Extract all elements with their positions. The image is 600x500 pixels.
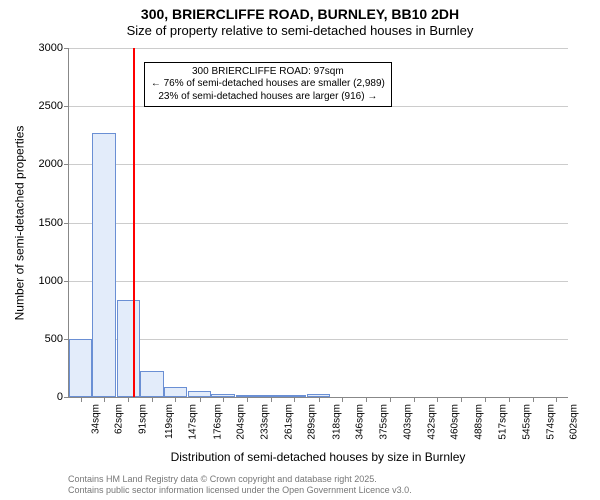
xtick-label: 574sqm bbox=[545, 404, 556, 440]
ytick-label: 0 bbox=[57, 391, 69, 403]
footer-line-1: Contains HM Land Registry data © Crown c… bbox=[68, 474, 590, 485]
xtick-label: 517sqm bbox=[497, 404, 508, 440]
histogram-bar bbox=[69, 339, 92, 397]
xtick-mark bbox=[271, 397, 272, 402]
xtick-mark bbox=[247, 397, 248, 402]
xtick-mark bbox=[509, 397, 510, 402]
xtick-label: 34sqm bbox=[90, 404, 101, 434]
xtick-label: 119sqm bbox=[164, 404, 175, 439]
xtick-label: 204sqm bbox=[235, 404, 246, 440]
xtick-mark bbox=[533, 397, 534, 402]
xtick-label: 460sqm bbox=[450, 404, 461, 440]
gridline-h bbox=[69, 223, 568, 224]
xtick-mark bbox=[104, 397, 105, 402]
xtick-mark bbox=[342, 397, 343, 402]
ytick-label: 500 bbox=[45, 333, 69, 345]
xtick-label: 375sqm bbox=[379, 404, 390, 440]
ytick-label: 2000 bbox=[39, 158, 69, 170]
plot-region: 05001000150020002500300034sqm62sqm91sqm1… bbox=[68, 48, 568, 398]
ytick-label: 1000 bbox=[39, 275, 69, 287]
xtick-mark bbox=[437, 397, 438, 402]
xtick-mark bbox=[319, 397, 320, 402]
ytick-label: 2500 bbox=[39, 100, 69, 112]
xtick-label: 91sqm bbox=[138, 404, 149, 434]
xtick-mark bbox=[414, 397, 415, 402]
chart-title-main: 300, BRIERCLIFFE ROAD, BURNLEY, BB10 2DH bbox=[0, 6, 600, 22]
y-axis-title-container: Number of semi-detached properties bbox=[12, 48, 26, 398]
xtick-label: 62sqm bbox=[114, 404, 125, 434]
reference-line bbox=[133, 48, 135, 397]
xtick-label: 289sqm bbox=[307, 404, 318, 440]
xtick-label: 545sqm bbox=[521, 404, 532, 440]
ytick-label: 1500 bbox=[39, 217, 69, 229]
xtick-mark bbox=[390, 397, 391, 402]
title-block: 300, BRIERCLIFFE ROAD, BURNLEY, BB10 2DH… bbox=[0, 0, 600, 38]
xtick-label: 176sqm bbox=[212, 404, 223, 440]
xtick-mark bbox=[556, 397, 557, 402]
annotation-line: ← 76% of semi-detached houses are smalle… bbox=[151, 78, 385, 91]
x-axis-title: Distribution of semi-detached houses by … bbox=[68, 450, 568, 464]
gridline-h bbox=[69, 164, 568, 165]
xtick-mark bbox=[485, 397, 486, 402]
xtick-mark bbox=[175, 397, 176, 402]
xtick-label: 318sqm bbox=[331, 404, 342, 440]
gridline-h bbox=[69, 48, 568, 49]
xtick-label: 403sqm bbox=[402, 404, 413, 440]
xtick-mark bbox=[461, 397, 462, 402]
chart-title-sub: Size of property relative to semi-detach… bbox=[0, 23, 600, 38]
xtick-mark bbox=[366, 397, 367, 402]
footer-line-2: Contains public sector information licen… bbox=[68, 485, 590, 496]
xtick-label: 233sqm bbox=[260, 404, 271, 440]
y-axis-title: Number of semi-detached properties bbox=[12, 126, 26, 321]
xtick-mark bbox=[200, 397, 201, 402]
xtick-label: 147sqm bbox=[188, 404, 199, 440]
xtick-label: 432sqm bbox=[426, 404, 437, 440]
gridline-h bbox=[69, 339, 568, 340]
xtick-label: 261sqm bbox=[283, 404, 294, 440]
gridline-h bbox=[69, 281, 568, 282]
histogram-bar bbox=[164, 387, 187, 397]
histogram-bar bbox=[117, 300, 140, 397]
ytick-label: 3000 bbox=[39, 42, 69, 54]
xtick-mark bbox=[152, 397, 153, 402]
xtick-label: 602sqm bbox=[569, 404, 580, 440]
chart-plot-area: 05001000150020002500300034sqm62sqm91sqm1… bbox=[68, 48, 568, 398]
histogram-bar bbox=[140, 371, 163, 397]
xtick-label: 346sqm bbox=[354, 404, 365, 440]
histogram-bar bbox=[92, 133, 115, 397]
xtick-mark bbox=[81, 397, 82, 402]
footer-attribution: Contains HM Land Registry data © Crown c… bbox=[68, 474, 590, 496]
xtick-mark bbox=[294, 397, 295, 402]
annotation-line: 300 BRIERCLIFFE ROAD: 97sqm bbox=[151, 66, 385, 79]
annotation-box: 300 BRIERCLIFFE ROAD: 97sqm← 76% of semi… bbox=[144, 62, 392, 108]
xtick-label: 488sqm bbox=[473, 404, 484, 440]
xtick-mark bbox=[223, 397, 224, 402]
xtick-mark bbox=[128, 397, 129, 402]
annotation-line: 23% of semi-detached houses are larger (… bbox=[151, 91, 385, 104]
